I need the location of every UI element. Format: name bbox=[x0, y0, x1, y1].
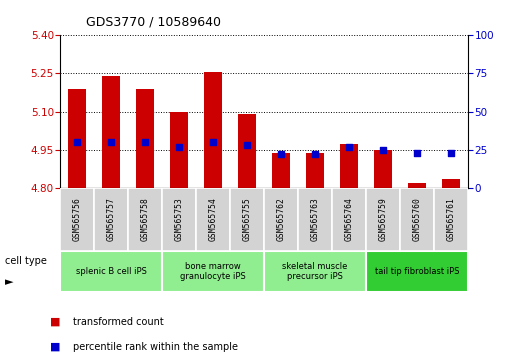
Point bbox=[447, 150, 456, 155]
Text: splenic B cell iPS: splenic B cell iPS bbox=[76, 267, 146, 276]
Text: GSM565758: GSM565758 bbox=[141, 198, 150, 241]
Bar bbox=[204, 72, 222, 188]
FancyBboxPatch shape bbox=[298, 188, 332, 251]
Text: GSM565757: GSM565757 bbox=[107, 198, 116, 241]
Text: ■: ■ bbox=[50, 342, 60, 352]
Text: GSM565754: GSM565754 bbox=[209, 198, 218, 241]
Point bbox=[277, 151, 286, 157]
Bar bbox=[136, 89, 154, 188]
Point bbox=[141, 139, 150, 145]
Bar bbox=[68, 89, 86, 188]
Text: transformed count: transformed count bbox=[73, 317, 164, 327]
Point bbox=[311, 151, 320, 157]
Bar bbox=[170, 112, 188, 188]
Text: GSM565763: GSM565763 bbox=[311, 198, 320, 241]
Point bbox=[413, 150, 422, 155]
FancyBboxPatch shape bbox=[162, 251, 264, 292]
Text: tail tip fibroblast iPS: tail tip fibroblast iPS bbox=[375, 267, 459, 276]
Text: GSM565762: GSM565762 bbox=[277, 198, 286, 241]
Bar bbox=[272, 153, 290, 188]
Bar bbox=[374, 150, 392, 188]
Text: ■: ■ bbox=[50, 317, 60, 327]
Bar bbox=[340, 144, 358, 188]
Text: cell type: cell type bbox=[5, 256, 47, 266]
Text: GSM565755: GSM565755 bbox=[243, 198, 252, 241]
FancyBboxPatch shape bbox=[264, 251, 366, 292]
FancyBboxPatch shape bbox=[94, 188, 128, 251]
FancyBboxPatch shape bbox=[128, 188, 162, 251]
Bar bbox=[408, 183, 426, 188]
FancyBboxPatch shape bbox=[196, 188, 230, 251]
Text: GSM565759: GSM565759 bbox=[379, 198, 388, 241]
FancyBboxPatch shape bbox=[264, 188, 298, 251]
Point bbox=[379, 147, 388, 152]
FancyBboxPatch shape bbox=[60, 251, 162, 292]
Text: bone marrow
granulocyte iPS: bone marrow granulocyte iPS bbox=[180, 262, 246, 281]
FancyBboxPatch shape bbox=[162, 188, 196, 251]
Point bbox=[345, 144, 354, 149]
Point bbox=[107, 139, 116, 145]
Text: GDS3770 / 10589640: GDS3770 / 10589640 bbox=[86, 15, 221, 28]
FancyBboxPatch shape bbox=[400, 188, 434, 251]
Text: GSM565753: GSM565753 bbox=[175, 198, 184, 241]
Bar bbox=[306, 153, 324, 188]
FancyBboxPatch shape bbox=[332, 188, 366, 251]
Point bbox=[175, 144, 184, 149]
Bar bbox=[102, 76, 120, 188]
Text: percentile rank within the sample: percentile rank within the sample bbox=[73, 342, 238, 352]
Text: GSM565761: GSM565761 bbox=[447, 198, 456, 241]
Text: skeletal muscle
precursor iPS: skeletal muscle precursor iPS bbox=[282, 262, 348, 281]
Text: GSM565756: GSM565756 bbox=[73, 198, 82, 241]
Text: ►: ► bbox=[5, 277, 14, 287]
Point bbox=[209, 139, 218, 145]
FancyBboxPatch shape bbox=[434, 188, 468, 251]
Bar bbox=[238, 114, 256, 188]
Point bbox=[243, 142, 252, 148]
FancyBboxPatch shape bbox=[230, 188, 264, 251]
Bar bbox=[442, 179, 460, 188]
FancyBboxPatch shape bbox=[60, 188, 94, 251]
Text: GSM565760: GSM565760 bbox=[413, 198, 422, 241]
Text: GSM565764: GSM565764 bbox=[345, 198, 354, 241]
Point bbox=[73, 139, 82, 145]
FancyBboxPatch shape bbox=[366, 188, 400, 251]
FancyBboxPatch shape bbox=[366, 251, 468, 292]
